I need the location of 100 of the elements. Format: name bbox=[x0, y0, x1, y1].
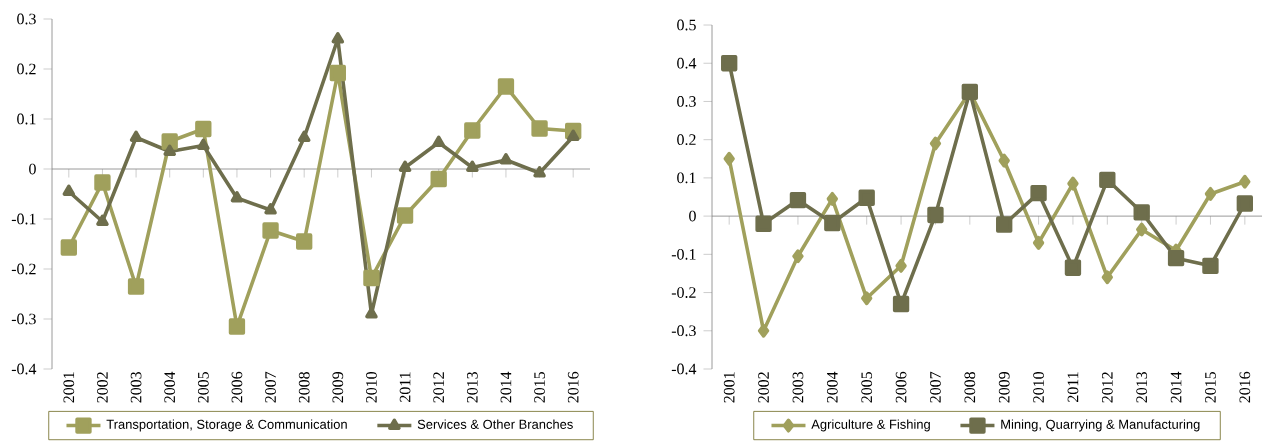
y-tick-label: 0.1 bbox=[677, 172, 696, 184]
y-tick-label: 0.5 bbox=[677, 19, 696, 31]
point bbox=[396, 207, 414, 224]
point bbox=[723, 151, 735, 166]
x-tick-label: 2013 bbox=[1136, 372, 1148, 403]
y-tick-label: -0.4 bbox=[11, 363, 37, 375]
point bbox=[1101, 270, 1114, 285]
point bbox=[228, 318, 246, 335]
point bbox=[1236, 195, 1253, 212]
legend-label: Transportation, Storage & Communication bbox=[106, 419, 347, 432]
y-tick-label: 0.3 bbox=[677, 96, 696, 107]
y-tick-label: 0.2 bbox=[677, 134, 696, 146]
point bbox=[430, 170, 447, 188]
point bbox=[861, 291, 873, 306]
point bbox=[1032, 235, 1045, 250]
y-tick-label: 0.1 bbox=[17, 113, 36, 125]
point bbox=[297, 130, 311, 142]
point bbox=[1064, 259, 1082, 276]
x-tick-label: 2011 bbox=[1067, 372, 1079, 402]
legend-label: Mining, Quarrying & Manufacturing bbox=[1001, 419, 1200, 432]
point bbox=[96, 214, 109, 226]
x-tick-label: 2015 bbox=[534, 372, 545, 403]
point bbox=[230, 191, 244, 203]
x-tick-label: 2011 bbox=[399, 372, 411, 402]
point bbox=[127, 278, 145, 295]
x-tick-label: 2010 bbox=[366, 371, 377, 403]
point bbox=[331, 32, 345, 44]
legend-label: Services & Other Branches bbox=[417, 419, 573, 429]
x-tick-label: 2004 bbox=[826, 371, 838, 403]
point bbox=[94, 174, 111, 191]
x-tick-label: 2001 bbox=[63, 372, 75, 403]
x-tick-label: 2008 bbox=[298, 371, 310, 403]
point bbox=[721, 55, 738, 72]
point bbox=[264, 203, 277, 215]
point bbox=[858, 189, 875, 206]
legend-label: Agriculture & Fishing bbox=[811, 419, 930, 432]
point bbox=[929, 136, 942, 151]
point bbox=[129, 130, 143, 142]
point bbox=[163, 144, 176, 156]
point bbox=[1133, 204, 1150, 221]
y-tick-label: -0.1 bbox=[671, 248, 696, 260]
y-tick-label: -0.4 bbox=[671, 363, 697, 375]
point bbox=[60, 239, 77, 256]
x-tick-label: 2005 bbox=[861, 372, 873, 403]
point bbox=[363, 269, 380, 287]
point bbox=[197, 138, 210, 150]
y-tick-label: 0.3 bbox=[17, 13, 36, 25]
point bbox=[1167, 249, 1185, 267]
x-tick-label: 2012 bbox=[1101, 372, 1113, 403]
point bbox=[533, 166, 546, 178]
point bbox=[1204, 186, 1217, 201]
y-tick-label: -0.3 bbox=[671, 325, 696, 337]
point bbox=[789, 191, 807, 209]
x-tick-label: 2002 bbox=[758, 372, 769, 403]
point bbox=[892, 295, 910, 313]
x-tick-label: 2009 bbox=[332, 372, 344, 403]
point bbox=[161, 133, 178, 150]
x-tick-label: 2008 bbox=[964, 371, 976, 403]
point bbox=[1067, 176, 1079, 191]
x-tick-label: 2009 bbox=[998, 372, 1010, 403]
point bbox=[824, 214, 841, 232]
point bbox=[1202, 257, 1219, 274]
x-tick-label: 2006 bbox=[231, 371, 243, 403]
point bbox=[1030, 185, 1047, 202]
point bbox=[1099, 171, 1116, 188]
point bbox=[499, 153, 513, 165]
point bbox=[1239, 174, 1251, 189]
point bbox=[757, 323, 770, 338]
y-tick-label: 0.4 bbox=[677, 57, 697, 69]
x-tick-label: 2014 bbox=[500, 371, 512, 403]
x-tick-label: 2004 bbox=[164, 371, 176, 403]
point bbox=[466, 160, 479, 172]
y-tick-label: -0.1 bbox=[11, 213, 36, 225]
y-tick-label: 0 bbox=[689, 210, 696, 222]
y-tick-label: -0.3 bbox=[11, 313, 36, 325]
point bbox=[566, 129, 580, 141]
point bbox=[792, 249, 804, 264]
x-tick-label: 2014 bbox=[1170, 371, 1182, 403]
y-tick-label: 0 bbox=[29, 163, 36, 175]
point bbox=[329, 64, 346, 82]
point bbox=[195, 120, 212, 138]
point bbox=[62, 184, 76, 196]
x-tick-label: 2003 bbox=[130, 372, 142, 403]
point bbox=[826, 191, 839, 206]
point bbox=[432, 135, 445, 147]
point bbox=[996, 216, 1013, 233]
x-tick-label: 2002 bbox=[97, 372, 108, 403]
x-tick-label: 2012 bbox=[433, 372, 445, 403]
x-tick-label: 2003 bbox=[792, 372, 804, 403]
x-tick-label: 2001 bbox=[723, 372, 735, 403]
point bbox=[464, 122, 481, 139]
x-tick-label: 2007 bbox=[265, 371, 276, 403]
x-tick-label: 2007 bbox=[930, 371, 941, 403]
x-tick-label: 2010 bbox=[1033, 371, 1044, 403]
x-tick-label: 2015 bbox=[1205, 372, 1216, 403]
point bbox=[998, 153, 1010, 168]
x-tick-label: 2013 bbox=[466, 372, 478, 403]
x-tick-label: 2006 bbox=[895, 371, 907, 403]
point bbox=[296, 233, 313, 250]
y-tick-label: 0.2 bbox=[17, 63, 36, 75]
